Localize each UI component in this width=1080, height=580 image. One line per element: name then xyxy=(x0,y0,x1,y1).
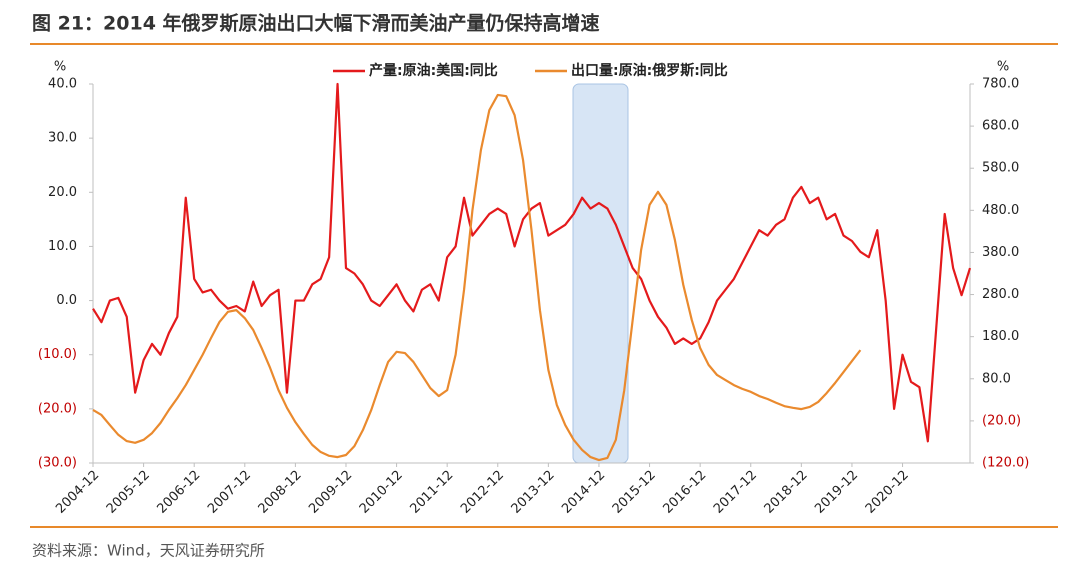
x-tick-label: 2005-12 xyxy=(104,468,153,517)
legend-label: 出口量:原油:俄罗斯:同比 xyxy=(571,62,728,79)
y2-tick-label: 580.0 xyxy=(982,161,1019,176)
x-tick-label: 2014-12 xyxy=(559,468,608,517)
legend-label: 产量:原油:美国:同比 xyxy=(369,62,498,79)
x-tick-label: 2013-12 xyxy=(509,468,558,517)
x-tick-label: 2012-12 xyxy=(458,468,507,517)
x-tick-label: 2016-12 xyxy=(660,468,709,517)
y-tick-label: 40.0 xyxy=(48,77,77,92)
y2-tick-label: (120.0) xyxy=(982,456,1029,471)
x-tick-label: 2004-12 xyxy=(53,468,102,517)
highlight-band xyxy=(572,83,629,464)
y2-axis-label: % xyxy=(997,60,1009,75)
x-tick-label: 2019-12 xyxy=(812,468,861,517)
y-tick-label: 20.0 xyxy=(48,185,77,200)
y2-tick-label: (20.0) xyxy=(982,413,1021,428)
series-line xyxy=(92,82,972,443)
x-tick-label: 2015-12 xyxy=(610,468,659,517)
x-tick-label: 2007-12 xyxy=(205,468,254,517)
y2-tick-label: 480.0 xyxy=(982,203,1019,218)
x-tick-label: 2010-12 xyxy=(357,468,406,517)
y-tick-label: (20.0) xyxy=(38,401,77,416)
y2-tick-label: 380.0 xyxy=(982,245,1019,260)
x-tick-label: 2006-12 xyxy=(154,468,203,517)
x-tick-label: 2018-12 xyxy=(762,468,811,517)
x-tick-label: 2017-12 xyxy=(711,468,760,517)
y2-tick-label: 780.0 xyxy=(982,77,1019,92)
x-tick-label: 2011-12 xyxy=(407,468,456,517)
x-tick-label: 2020-12 xyxy=(863,468,912,517)
y-tick-label: 30.0 xyxy=(48,131,77,146)
y2-tick-label: 280.0 xyxy=(982,287,1019,302)
y-axis-label: % xyxy=(54,60,66,75)
y2-tick-label: 80.0 xyxy=(982,371,1011,386)
y-tick-label: 0.0 xyxy=(56,293,77,308)
x-tick-label: 2009-12 xyxy=(306,468,355,517)
chart-title: 图 21：2014 年俄罗斯原油出口大幅下滑而美油产量仍保持高增速 xyxy=(32,12,600,35)
source-note: 资料来源：Wind，天风证券研究所 xyxy=(32,542,265,560)
y-tick-label: (30.0) xyxy=(38,456,77,471)
y-tick-label: (10.0) xyxy=(38,347,77,362)
series-line xyxy=(92,93,862,462)
y-tick-label: 10.0 xyxy=(48,239,77,254)
y2-tick-label: 680.0 xyxy=(982,119,1019,134)
x-tick-label: 2008-12 xyxy=(256,468,305,517)
y2-tick-label: 180.0 xyxy=(982,329,1019,344)
